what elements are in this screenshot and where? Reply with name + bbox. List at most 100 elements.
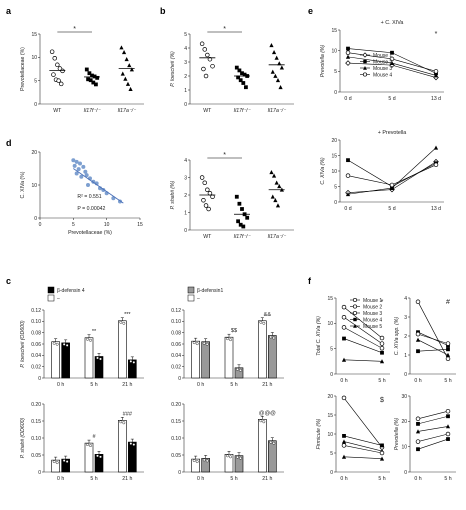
bar: [224, 336, 234, 379]
data-point: [56, 78, 61, 83]
data-point: [271, 50, 277, 55]
data-point: [433, 145, 439, 150]
data-point: [237, 201, 242, 206]
panel-label-e: e: [308, 6, 313, 16]
replicate-point: [96, 454, 99, 458]
data-point: [241, 224, 246, 229]
data-point: [241, 81, 246, 85]
y-tick-label: 0: [184, 102, 187, 108]
x-category-label: Il17f⁻/⁻: [84, 108, 102, 114]
replicate-point: [259, 419, 263, 423]
data-point: [445, 352, 451, 357]
significance-label: #: [446, 299, 450, 306]
y-tick-label: 20: [331, 138, 337, 144]
x-category-label: 21 h: [122, 382, 132, 388]
x-category-label: 0 d: [344, 96, 351, 102]
replicate-point: [202, 341, 206, 345]
data-point: [240, 71, 244, 76]
data-point: [245, 215, 250, 220]
replicate-point: [269, 440, 273, 444]
y-tick-label: 10: [31, 55, 37, 61]
y-axis-label: P. shahii (%): [170, 180, 176, 209]
significance-label: ###: [123, 411, 133, 417]
y-tick-label: 0: [404, 470, 407, 476]
x-category-label: 0 h: [414, 476, 421, 482]
replicate-point: [129, 359, 133, 363]
data-point: [433, 73, 439, 78]
y-tick-label: 0.10: [31, 319, 41, 325]
y-axis-label: C. XIVa spp. (%): [394, 317, 400, 356]
data-point: [341, 443, 347, 448]
panel-label-f: f: [308, 276, 312, 286]
legend-swatch: [187, 286, 195, 294]
data-point: [345, 173, 351, 178]
series-line: [417, 433, 449, 442]
data-point: [278, 85, 283, 90]
x-category-label: WT: [203, 108, 212, 114]
replicate-point: [195, 342, 199, 346]
replicate-point: [55, 342, 59, 346]
y-tick-label: 0: [184, 228, 187, 234]
y-tick-label: 0.20: [171, 402, 181, 408]
x-category-label: 0 h: [197, 476, 204, 482]
replicate-point: [52, 460, 56, 463]
replicate-point: [65, 460, 69, 463]
series-line: [343, 317, 383, 344]
x-category-label: 0 d: [344, 206, 351, 212]
x-axis-label: Prevotellaceae (%): [68, 230, 112, 236]
series-line: [343, 327, 383, 349]
series-line: [417, 426, 449, 432]
data-point: [415, 439, 421, 444]
x-category-label: 0 h: [340, 476, 347, 482]
series-line: [343, 359, 383, 362]
y-tick-label: 5: [330, 451, 333, 457]
x-category-label: 0 h: [414, 378, 421, 384]
y-tick-label: 15: [327, 296, 333, 302]
y-tick-label: 5: [330, 346, 333, 352]
x-category-label: 13 d: [431, 206, 441, 212]
data-point: [341, 325, 347, 330]
legend-entry: Mouse 1: [373, 53, 392, 59]
data-point: [389, 185, 395, 190]
y-axis-label: P. shahii (OD600): [20, 417, 26, 458]
data-point: [270, 69, 275, 74]
y-tick-label: 15: [331, 28, 337, 34]
y-axis-label: Prevotella (%): [320, 44, 326, 77]
x-category-label: 0 h: [340, 378, 347, 384]
data-point: [210, 63, 215, 69]
bar: [94, 356, 104, 379]
significance-label: *: [73, 26, 76, 33]
x-category-label: 5 h: [444, 378, 451, 384]
data-point: [346, 46, 350, 51]
panel-label-b: b: [160, 6, 166, 16]
data-point: [342, 336, 346, 341]
y-tick-label: 0: [330, 372, 333, 378]
data-point: [237, 68, 242, 73]
data-point: [199, 41, 205, 47]
y-tick-label: 0: [34, 216, 37, 222]
data-point: [49, 49, 55, 54]
data-point: [210, 194, 215, 200]
x-category-label: 5 h: [378, 476, 385, 482]
replicate-point: [192, 459, 196, 462]
data-point: [275, 203, 281, 208]
x-tick-label: 10: [104, 222, 110, 228]
replicate-point: [226, 454, 229, 458]
data-point: [389, 56, 395, 62]
y-tick-label: 10: [31, 183, 37, 189]
x-category-label: 5 h: [230, 382, 237, 388]
y-axis-label: P. loescheii (%): [170, 51, 176, 87]
legend-entry: Mouse 1: [363, 298, 382, 304]
data-point: [121, 50, 127, 55]
y-tick-label: 0: [334, 90, 337, 96]
data-point: [236, 75, 240, 80]
significance-label: #: [92, 434, 96, 440]
x-category-label: 5 d: [388, 96, 395, 102]
data-point: [244, 85, 248, 90]
annotation-r2: R² = 0.551: [77, 194, 101, 200]
significance-label: *: [381, 299, 384, 306]
replicate-point: [122, 321, 126, 325]
chart-title: + C. XIVa: [381, 20, 404, 26]
y-tick-label: 0: [38, 470, 41, 476]
